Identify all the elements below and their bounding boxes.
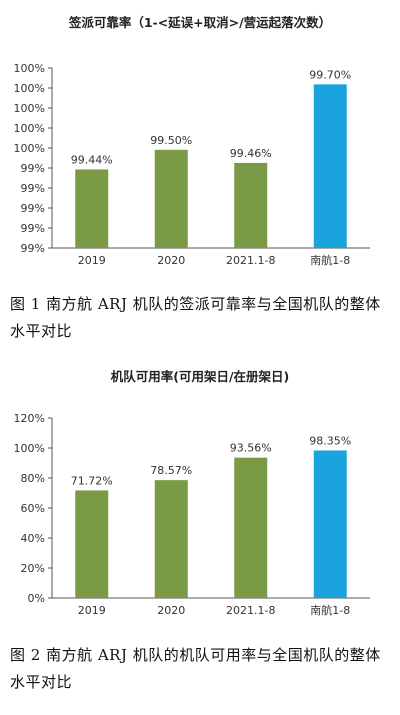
chart1-data-label: 99.44%	[71, 153, 113, 166]
chart1-bar	[75, 169, 109, 248]
chart2-data-label: 71.72%	[71, 474, 113, 487]
chart2-ytick-label: 80%	[21, 472, 45, 485]
chart2-ytick-label: 40%	[21, 532, 45, 545]
chart1-ytick-label: 99%	[21, 162, 45, 175]
chart2-data-label: 78.57%	[150, 464, 192, 477]
chart1-bar	[234, 162, 268, 248]
chart1-ytick-label: 100%	[14, 142, 45, 155]
chart1-title: 签派可靠率（1-<延误+取消>/营运起落次数）	[68, 15, 332, 30]
chart2-ytick-label: 20%	[21, 562, 45, 575]
chart2-svg: 0% 20% 40% 60% 80% 100% 120% 71.72% 78.57% 93.56…	[14, 412, 370, 617]
chart2-ytick-label: 60%	[21, 502, 45, 515]
chart2-category-label: 2021.1-8	[226, 604, 275, 617]
chart2-data-label: 93.56%	[230, 442, 272, 455]
chart2-bar	[75, 490, 109, 598]
figure1-caption: 图 1 南方航 ARJ 机队的签派可靠率与全国机队的整体水平对比	[10, 295, 381, 340]
chart2-bar	[313, 450, 347, 598]
chart1-category-label: 2019	[78, 254, 106, 267]
chart2-category-label: 2020	[157, 604, 185, 617]
chart1-svg: 99% 99% 99% 99% 99% 100% 100% 100% 100% 100% 99.4…	[14, 62, 370, 267]
chart1-data-label: 99.50%	[150, 134, 192, 147]
chart1-ytick-label: 100%	[14, 82, 45, 95]
chart1-ytick-label: 100%	[14, 102, 45, 115]
chart2-bar	[234, 457, 268, 598]
chart1-bar	[154, 149, 188, 248]
chart1-data-label: 99.46%	[230, 147, 272, 160]
figure2-caption: 图 2 南方航 ARJ 机队的机队可用率与全国机队的整体水平对比	[10, 646, 381, 691]
chart2-bar	[154, 480, 188, 598]
chart1-ytick-label: 100%	[14, 62, 45, 75]
chart1-ytick-label: 99%	[21, 182, 45, 195]
chart2-ytick-label: 0%	[28, 592, 45, 605]
chart1-bar	[313, 84, 347, 248]
chart1-ytick-label: 100%	[14, 122, 45, 135]
chart1-ytick-label: 99%	[21, 242, 45, 255]
chart2-ytick-label: 120%	[14, 412, 45, 425]
chart1-data-label: 99.70%	[309, 68, 351, 81]
chart1-category-label: 2021.1-8	[226, 254, 275, 267]
chart1-ytick-label: 99%	[21, 222, 45, 235]
chart2-category-label: 2019	[78, 604, 106, 617]
chart2-ytick-label: 100%	[14, 442, 45, 455]
chart1-category-label: 南航1-8	[310, 253, 350, 267]
chart1-ytick-label: 99%	[21, 202, 45, 215]
chart2-title: 机队可用率(可用架日/在册架日)	[110, 369, 290, 384]
chart2-category-label: 南航1-8	[310, 603, 350, 617]
chart2-data-label: 98.35%	[309, 434, 351, 447]
chart1-category-label: 2020	[157, 254, 185, 267]
